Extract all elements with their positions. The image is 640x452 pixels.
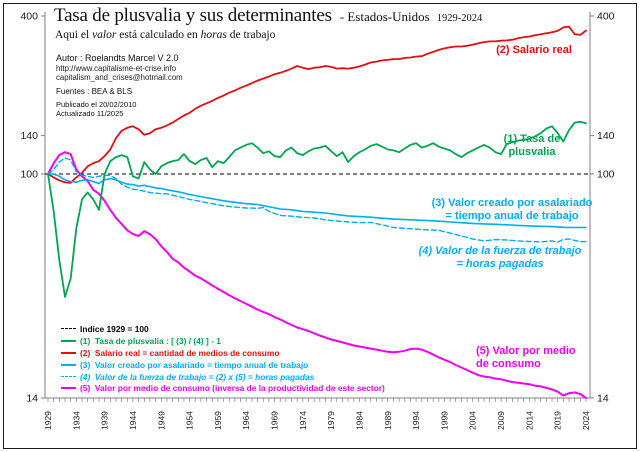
series-tasa-line	[47, 120, 587, 298]
curve-label-tasa-plusvalia: (1) Tasa de plusvalia	[503, 133, 561, 158]
y-axis-label-right: 140	[597, 130, 615, 142]
subtitle-part: Aqui el	[55, 29, 93, 41]
legend-item: (5) Valor por medio de consumo (inversa …	[61, 382, 385, 394]
chart-subtitle: Aqui el valor está calculado en horas de…	[55, 29, 275, 41]
legend-item: (1) Tasa de plusvalia : [ (3) / (4) ] - …	[61, 335, 385, 347]
x-axis-year-label: 2004	[468, 411, 478, 430]
x-axis-year-label: 1964	[241, 411, 251, 430]
author-name: Autor : Roelandts Marcel V 2.0	[56, 53, 179, 63]
x-axis-year-label: 2014	[524, 411, 534, 430]
author-url: http://www.capitalisme-et-crise.info	[56, 64, 177, 74]
sources-line: Fuentes : BEA & BLS	[56, 87, 133, 97]
legend-item: (2) Salario real = cantidad de medios de…	[61, 347, 385, 359]
subtitle-italic: valor	[92, 29, 117, 41]
legend-swatch	[61, 376, 76, 377]
legend-swatch	[61, 387, 76, 390]
curve-label-salario-real: (2) Salario real	[496, 44, 572, 56]
legend-swatch	[61, 363, 76, 366]
author-block: Autor : Roelandts Marcel V 2.0 http://ww…	[56, 53, 183, 119]
x-axis-year-label: 2009	[496, 411, 506, 430]
legend-label: Indice 1929 = 100	[80, 323, 149, 334]
legend-item: (4) Valor de la fuerza de trabajo = (2) …	[61, 371, 385, 383]
subtitle-part: está calculado en	[116, 29, 201, 41]
curve-label-fuerza-trabajo: (4) Valor de la fuerza de trabajo = hora…	[418, 245, 582, 270]
y-axis-label-right: 100	[597, 169, 615, 181]
x-axis-year-label: 2024	[581, 411, 591, 430]
x-axis-year-label: 1984	[355, 411, 365, 430]
subtitle-part: de trabajo	[226, 29, 276, 41]
chart-title: Tasa de plusvalia y sus determinantes - …	[54, 5, 482, 27]
legend-label: (2) Salario real = cantidad de medios de…	[80, 347, 280, 358]
legend-item: Indice 1929 = 100	[61, 323, 385, 335]
curve-label-valor-creado: (3) Valor creado por asalariado = tiempo…	[431, 197, 593, 222]
series-fuerza-line	[47, 157, 587, 243]
legend-swatch	[61, 328, 76, 330]
x-axis-year-label: 1994	[411, 411, 421, 430]
legend-swatch	[61, 339, 76, 342]
legend-item: (3) Valor creado por asalariado = tiempo…	[61, 359, 385, 371]
x-axis-year-label: 1969	[270, 411, 280, 430]
curve-label-medio-consumo: (5) Valor por medio de consumo	[476, 345, 576, 370]
updated-line: Actualizado 11/2025	[56, 109, 124, 119]
x-axis-year-label: 1949	[156, 411, 166, 430]
x-axis-year-label: 2019	[553, 411, 563, 430]
legend-label: (3) Valor creado por asalariado = tiempo…	[80, 359, 309, 370]
y-axis-label-right: 400	[597, 11, 615, 23]
x-axis-year-label: 1929	[43, 411, 53, 430]
published-line: Publicado el 20/02/2010	[56, 100, 137, 110]
x-axis-year-label: 1979	[326, 411, 336, 430]
y-axis-label-left: 140	[20, 130, 38, 142]
x-axis-year-label: 1934	[71, 411, 81, 430]
y-axis-label-left: 400	[20, 11, 38, 23]
x-axis-year-label: 1959	[213, 411, 223, 430]
chart-legend: Indice 1929 = 100 (1) Tasa de plusvalia :…	[61, 323, 385, 394]
x-axis-year-label: 1944	[128, 411, 138, 430]
x-axis-year-label: 1939	[100, 411, 110, 430]
title-region: - Estados-Unidos	[339, 9, 430, 24]
legend-swatch	[61, 351, 76, 354]
x-axis-year-label: 1954	[185, 411, 195, 430]
legend-label: (5) Valor por medio de consumo (inversa …	[80, 383, 385, 394]
x-axis-year-label: 1974	[298, 411, 308, 430]
y-axis-label-left: 14	[26, 393, 38, 405]
y-axis-label-left: 100	[20, 169, 38, 181]
series-salario-line	[47, 25, 587, 184]
legend-label: (1) Tasa de plusvalia : [ (3) / (4) ] - …	[80, 335, 221, 346]
author-email: capitalism_and_crises@hotmail.com	[56, 73, 183, 83]
x-axis-year-label: 1989	[383, 411, 393, 430]
title-period: 1929-2024	[436, 13, 483, 24]
x-axis-year-label: 1999	[439, 411, 449, 430]
legend-label: (4) Valor de la fuerza de trabajo = (2) …	[80, 371, 315, 382]
subtitle-italic: horas	[200, 29, 227, 41]
y-axis-label-right: 14	[597, 393, 609, 405]
series-medio-line	[47, 151, 587, 399]
title-main: Tasa de plusvalia y sus determinantes	[54, 5, 332, 26]
